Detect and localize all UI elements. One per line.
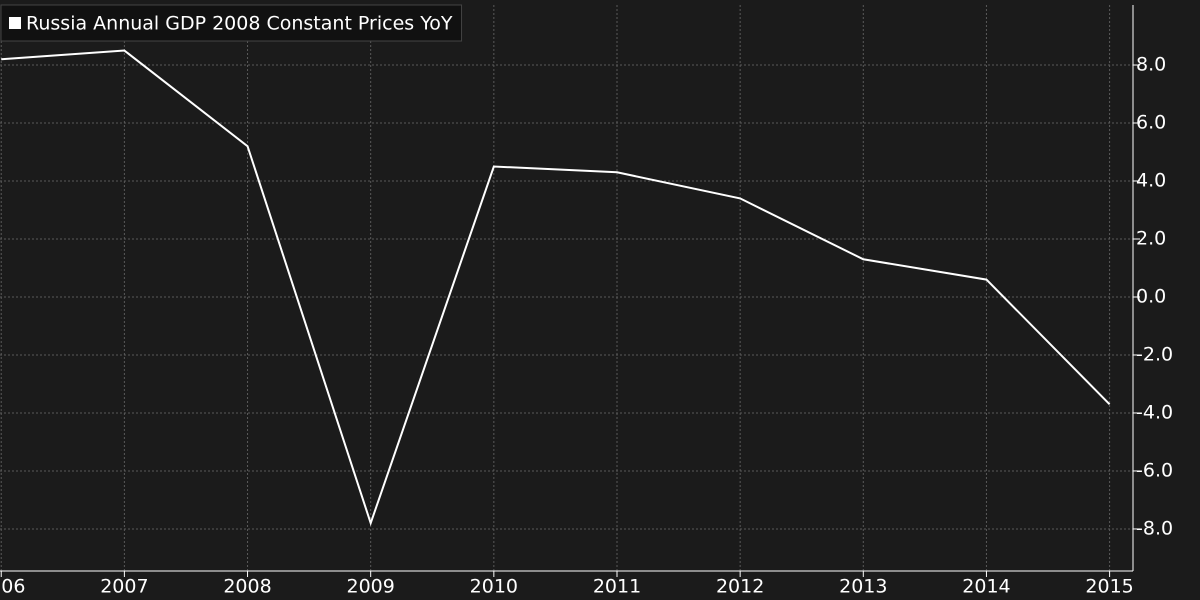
x-tick-label: 2012 <box>716 576 764 598</box>
y-tick-label: -2.0 <box>1136 343 1173 365</box>
x-tick-label: 2013 <box>839 576 887 598</box>
y-tick-label: -6.0 <box>1136 459 1173 481</box>
legend-swatch <box>9 17 21 29</box>
x-tick-label: 2011 <box>593 576 641 598</box>
legend: Russia Annual GDP 2008 Constant Prices Y… <box>0 4 463 42</box>
x-tick-label: 2010 <box>470 576 518 598</box>
y-tick-label: 8.0 <box>1136 54 1166 76</box>
x-tick-label: 2015 <box>1085 576 1133 598</box>
x-tick-label: 2008 <box>223 576 271 598</box>
y-tick-label: 6.0 <box>1136 112 1166 134</box>
line-series <box>1 49 1111 527</box>
x-tick-label: 2009 <box>347 576 395 598</box>
legend-label: Russia Annual GDP 2008 Constant Prices Y… <box>26 13 453 35</box>
y-tick-label: -4.0 <box>1136 401 1173 423</box>
x-tick-label: 2007 <box>100 576 148 598</box>
y-tick-label: 0.0 <box>1136 285 1166 307</box>
x-tick-label: 2006 <box>0 576 25 598</box>
y-tick-label: 4.0 <box>1136 170 1166 192</box>
y-tick-label: -8.0 <box>1136 517 1173 539</box>
y-tick-label: 2.0 <box>1136 227 1166 249</box>
legend-box <box>0 4 463 42</box>
x-tick-label: 2014 <box>962 576 1010 598</box>
